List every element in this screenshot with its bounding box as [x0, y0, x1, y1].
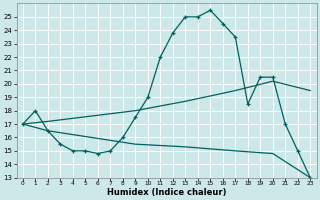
X-axis label: Humidex (Indice chaleur): Humidex (Indice chaleur)	[107, 188, 226, 197]
